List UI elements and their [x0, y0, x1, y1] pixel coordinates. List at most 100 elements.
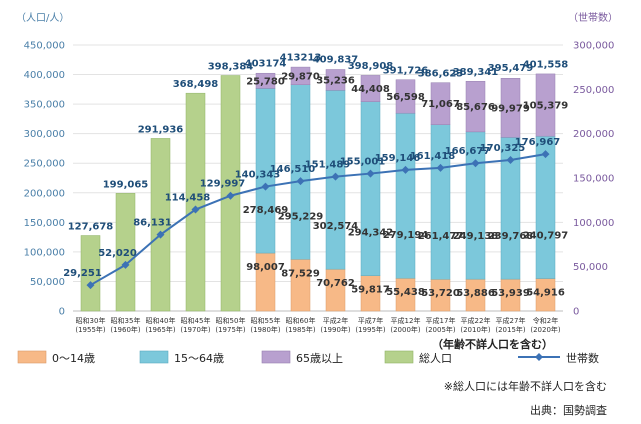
- label-age-15-64: 302,574: [313, 221, 359, 232]
- bar-total-population: [80, 235, 101, 312]
- label-total-population: 127,678: [68, 222, 114, 233]
- bar-age-65-plus: [325, 69, 346, 91]
- footnote: ※総人口には年齢不詳人口を含む: [444, 379, 607, 393]
- bar-age-65-plus: [255, 72, 276, 89]
- legend-swatch: [384, 350, 414, 364]
- households-marker: [366, 169, 375, 178]
- bar-age-65-plus: [500, 78, 521, 138]
- x-category-year: (1990年): [320, 325, 351, 334]
- right-axis-tick-label: 200,000: [573, 129, 614, 140]
- label-age-15-64: 240,797: [523, 231, 569, 242]
- right-axis-tick-label: 150,000: [573, 174, 614, 185]
- bar-total-population: [115, 193, 136, 312]
- right-axis-tick-label: 50,000: [573, 262, 608, 273]
- households-marker: [226, 191, 235, 200]
- households-marker: [401, 165, 410, 174]
- bar-age-0-14: [325, 268, 346, 312]
- label-households: 86,131: [133, 218, 172, 229]
- label-total-population: 199,065: [103, 179, 149, 190]
- left-axis-tick-label: 450,000: [24, 41, 65, 52]
- legend-label: 総人口: [419, 351, 452, 365]
- x-category-year: (1980年): [250, 325, 281, 334]
- left-axis-tick-label: 400,000: [24, 70, 65, 81]
- label-total-population: 395,479: [488, 63, 534, 74]
- x-category-year: (1970年): [180, 325, 211, 334]
- label-age-0-14: 98,007: [246, 262, 285, 273]
- left-axis-tick-label: 350,000: [24, 100, 65, 111]
- right-axis-tick-label: 300,000: [573, 41, 614, 52]
- label-age-65-plus: 44,408: [351, 84, 390, 95]
- label-age-65-plus: 99,979: [491, 103, 530, 114]
- label-total-population: 409,837: [313, 55, 359, 66]
- x-category-label: 平成22年: [461, 316, 491, 325]
- right-axis-tick-label: 0: [573, 307, 579, 318]
- right-axis-unit: （世帯数）: [568, 11, 618, 24]
- label-total-population: 398,908: [348, 61, 394, 72]
- label-age-0-14: 53,886: [456, 288, 495, 299]
- left-axis-tick-label: 300,000: [24, 129, 65, 140]
- label-households: 159,146: [375, 153, 421, 164]
- label-households: 146,510: [270, 164, 316, 175]
- x-category-label: 昭和50年: [216, 316, 246, 325]
- legend-swatch: [139, 350, 169, 364]
- label-age-65-plus: 105,379: [523, 101, 569, 112]
- x-category-label: 昭和30年: [76, 316, 106, 325]
- label-age-15-64: 294,342: [348, 228, 394, 239]
- label-age-65-plus: 29,870: [281, 71, 320, 82]
- label-households: 170,325: [480, 143, 526, 154]
- households-marker: [191, 205, 200, 214]
- left-axis-tick-label: 50,000: [30, 277, 65, 288]
- legend-swatch: [17, 350, 47, 364]
- bar-total-population: [185, 92, 206, 312]
- x-category-year: (1965年): [145, 325, 176, 334]
- label-age-15-64: 261,477: [418, 231, 464, 242]
- left-axis-tick-label: 100,000: [24, 247, 65, 258]
- label-households: 176,967: [515, 137, 561, 148]
- legend-swatch: [261, 350, 291, 364]
- bar-age-0-14: [290, 259, 311, 312]
- label-age-65-plus: 56,598: [386, 92, 425, 103]
- label-age-0-14: 53,720: [421, 288, 460, 299]
- x-category-year: (2015年): [495, 325, 526, 334]
- x-category-label: 令和2年: [533, 316, 558, 325]
- households-marker: [121, 260, 130, 269]
- x-category-year: (1975年): [215, 325, 246, 334]
- legend-label: 0～14歳: [52, 352, 95, 365]
- label-age-65-plus: 85,676: [456, 102, 495, 113]
- bar-age-65-plus: [395, 79, 416, 114]
- households-marker: [436, 163, 445, 172]
- households-marker: [471, 159, 480, 168]
- x-category-label: 昭和55年: [251, 316, 281, 325]
- legend-label: 65歳以上: [296, 352, 343, 365]
- label-age-65-plus: 71,067: [421, 99, 460, 110]
- right-axis-tick-label: 250,000: [573, 85, 614, 96]
- bar-age-15-64: [360, 101, 381, 276]
- left-axis-tick-label: 0: [59, 307, 65, 318]
- bar-age-65-plus: [465, 80, 486, 133]
- x-category-year: (2000年): [390, 325, 421, 334]
- x-category-label: 昭和35年: [111, 316, 141, 325]
- households-line: [90, 153, 546, 286]
- legend-households-marker: [535, 353, 543, 361]
- x-category-label: 平成27年: [496, 316, 526, 325]
- label-total-population: 403174: [245, 59, 287, 70]
- households-marker: [331, 172, 340, 181]
- label-age-15-64: 295,229: [278, 211, 324, 222]
- x-category-year: (1960年): [110, 325, 141, 334]
- label-households: 29,251: [63, 268, 102, 279]
- label-age-0-14: 53,939: [491, 288, 530, 299]
- label-households: 161,418: [410, 151, 456, 162]
- households-marker: [506, 155, 515, 164]
- x-category-year: (2020年): [530, 325, 561, 334]
- x-category-year: (2005年): [425, 325, 456, 334]
- label-total-population: 398,384: [208, 62, 254, 73]
- label-total-population: 386,623: [418, 68, 464, 79]
- legend-label: 世帯数: [566, 352, 599, 365]
- x-category-label: 昭和60年: [286, 316, 316, 325]
- x-category-year: (1985年): [285, 325, 316, 334]
- bar-age-65-plus: [290, 66, 311, 85]
- left-axis-tick-label: 150,000: [24, 218, 65, 229]
- label-households: 151,489: [305, 160, 351, 171]
